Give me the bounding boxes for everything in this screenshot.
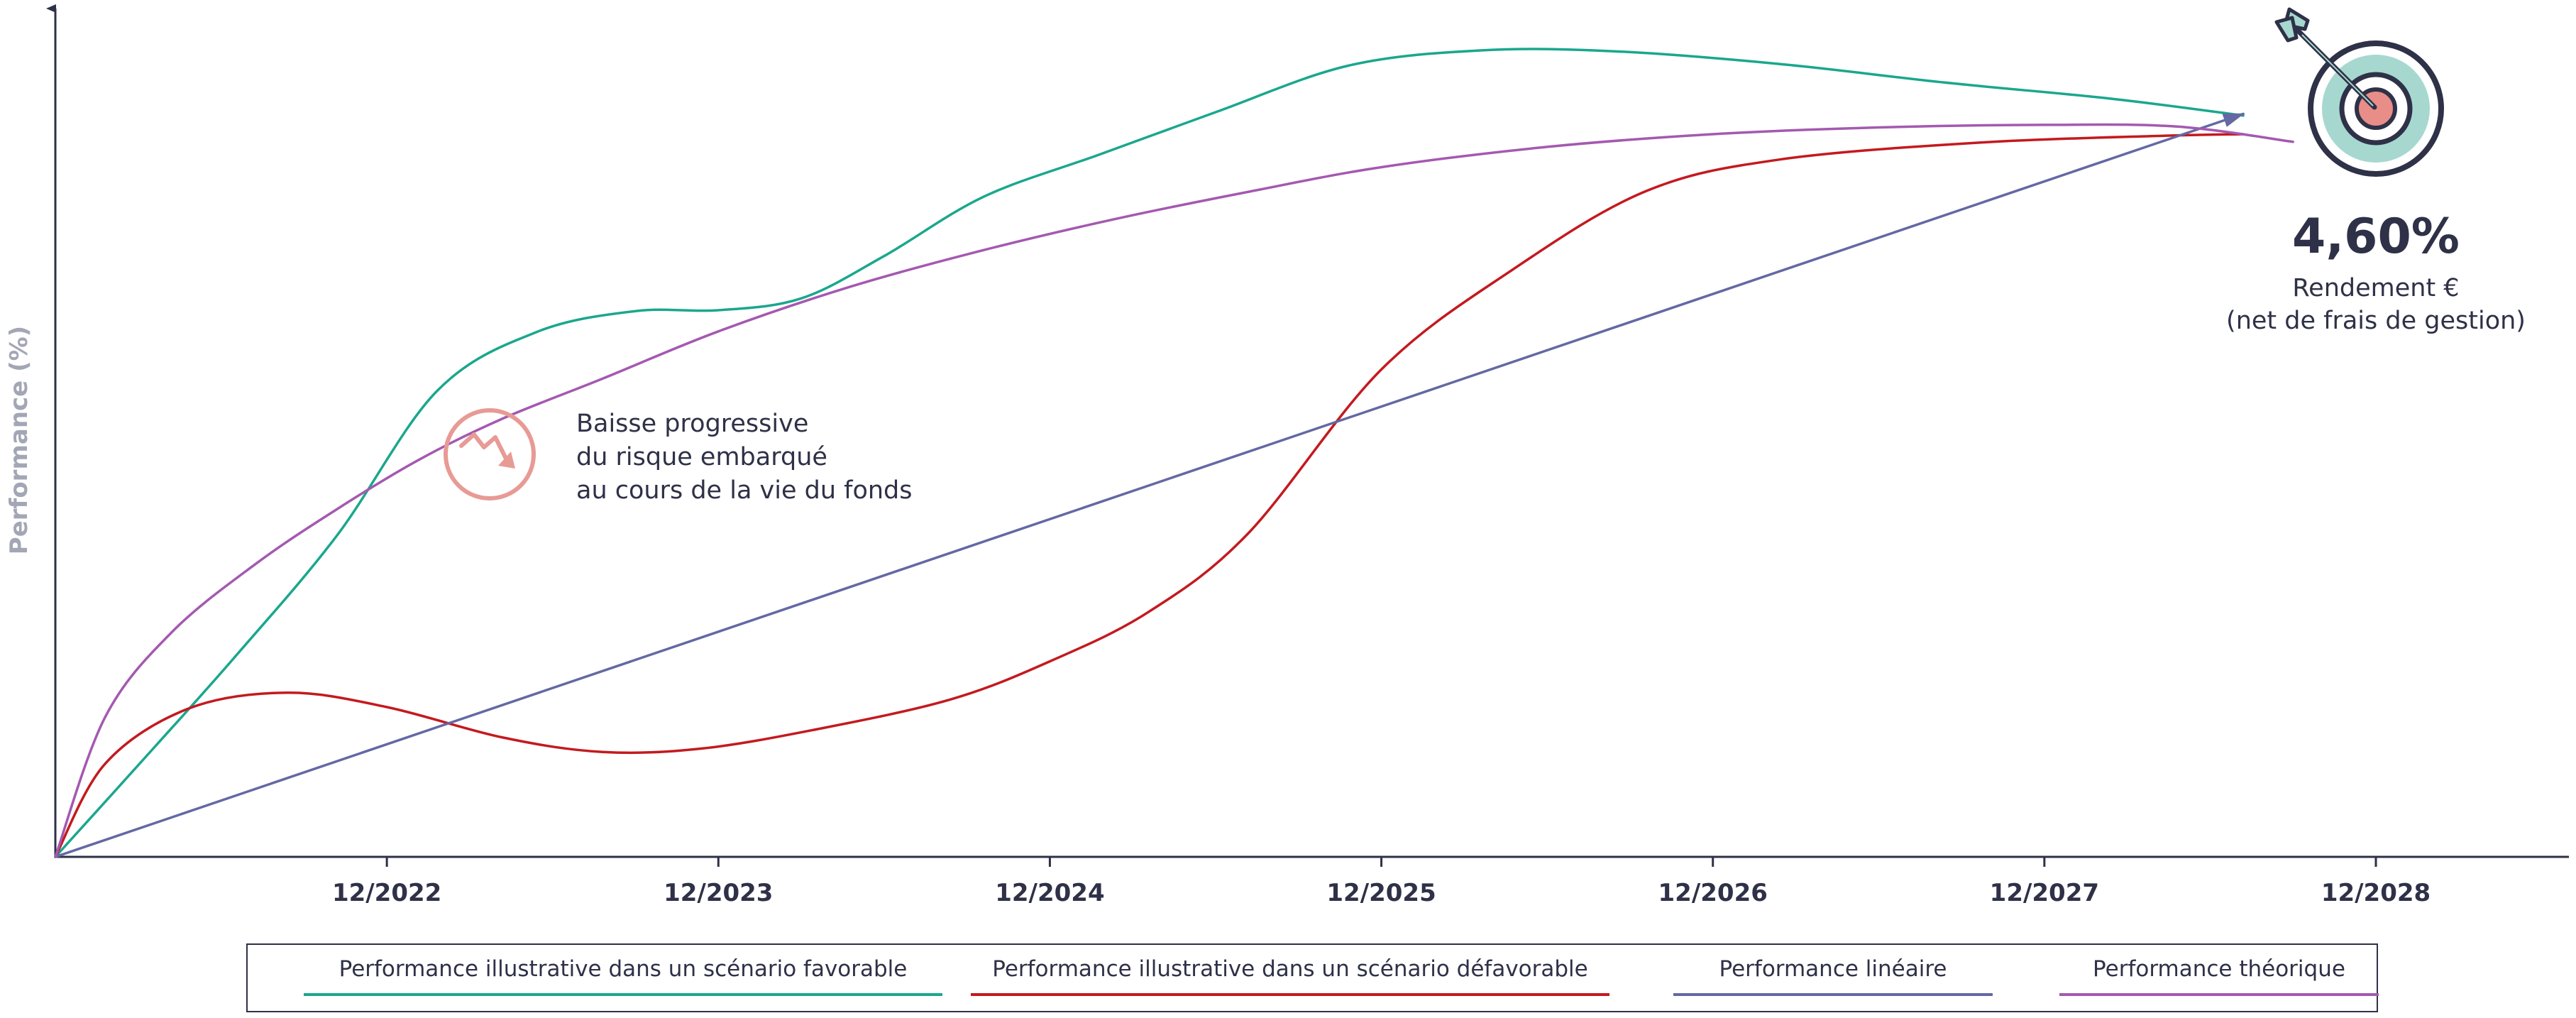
target-icon [2274, 7, 2444, 177]
x-tick-label: 12/2024 [995, 879, 1104, 907]
x-tick-label: 12/2028 [2321, 879, 2431, 907]
legend-item-theorique: Performance théorique [2059, 956, 2379, 996]
legend-item-lineaire: Performance linéaire [1673, 956, 1993, 996]
series-favorable-line [54, 48, 2245, 858]
legend-label: Performance théorique [2093, 956, 2345, 982]
legend-box [246, 943, 2378, 1012]
risk-annotation: Baisse progressive du risque embarqué au… [444, 408, 913, 505]
series-theorique-line [54, 123, 2294, 858]
annotation-line-1: Baisse progressive [576, 410, 808, 438]
series-defavorable-line [54, 133, 2245, 858]
legend-item-favorable: Performance illustrative dans un scénari… [304, 956, 942, 996]
x-ticks: 12/2022 12/2023 12/2024 12/2025 12/2026 12/20… [332, 857, 2431, 907]
kpi-label: Rendement € [2292, 274, 2459, 302]
legend-label: Performance illustrative dans un scénari… [992, 956, 1588, 982]
y-axis-label: Performance (%) [5, 326, 33, 554]
x-tick-label: 12/2022 [332, 879, 441, 907]
x-tick-label: 12/2027 [1990, 879, 2099, 907]
legend-label: Performance linéaire [1719, 956, 1947, 982]
series-layer [54, 48, 2294, 858]
axes: Performance (%) [5, 4, 2569, 858]
trend-down-icon [444, 408, 536, 500]
kpi-value: 4,60% [2292, 209, 2460, 265]
yield-kpi: 4,60% Rendement € (net de frais de gesti… [2226, 7, 2526, 335]
x-tick-label: 12/2023 [664, 879, 773, 907]
annotation-line-2: du risque embarqué [576, 443, 827, 471]
legend-label: Performance illustrative dans un scénari… [339, 956, 908, 982]
annotation-line-3: au cours de la vie du fonds [576, 476, 913, 505]
legend-item-defavorable: Performance illustrative dans un scénari… [971, 956, 1609, 996]
kpi-sublabel: (net de frais de gestion) [2226, 307, 2526, 335]
series-lineaire-line [54, 112, 2245, 858]
legend: Performance illustrative dans un scénari… [246, 943, 2379, 1012]
x-tick-label: 12/2026 [1658, 879, 1768, 907]
x-tick-label: 12/2025 [1326, 879, 1436, 907]
